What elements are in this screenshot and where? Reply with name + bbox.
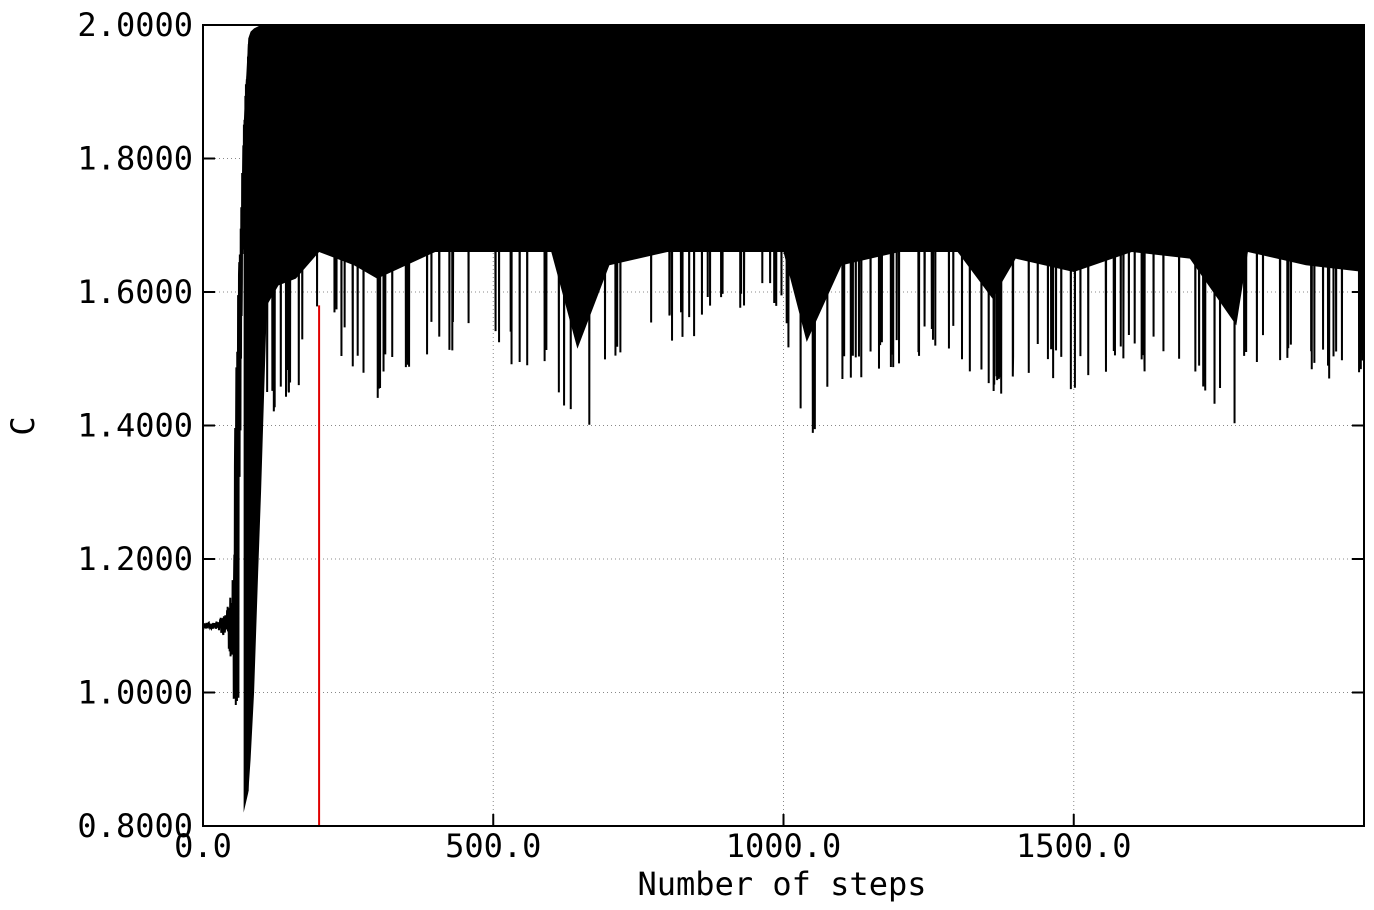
y-tick-label: 2.0000 bbox=[77, 6, 193, 44]
x-tick-label: 500.0 bbox=[445, 827, 541, 865]
series-dense-band bbox=[243, 25, 1364, 813]
data-layer bbox=[202, 24, 1365, 826]
ticks: 0.0 500.0 1000.0 1500.0 0.8000 1.0000 1.2000 1.… bbox=[77, 6, 1364, 865]
y-tick-label: 1.2000 bbox=[77, 540, 193, 578]
x-tick-label: 1000.0 bbox=[726, 827, 842, 865]
y-tick-label: 0.8000 bbox=[77, 807, 193, 845]
y-tick-label: 1.4000 bbox=[77, 407, 193, 445]
x-tick-label: 1500.0 bbox=[1016, 827, 1132, 865]
y-tick-label: 1.0000 bbox=[77, 674, 193, 712]
y-tick-label: 1.6000 bbox=[77, 273, 193, 311]
x-tick-label: 0.0 bbox=[174, 827, 232, 865]
x-axis-label: Number of steps bbox=[638, 865, 927, 903]
y-axis-label: C bbox=[4, 416, 42, 435]
y-tick-label: 1.8000 bbox=[77, 140, 193, 178]
